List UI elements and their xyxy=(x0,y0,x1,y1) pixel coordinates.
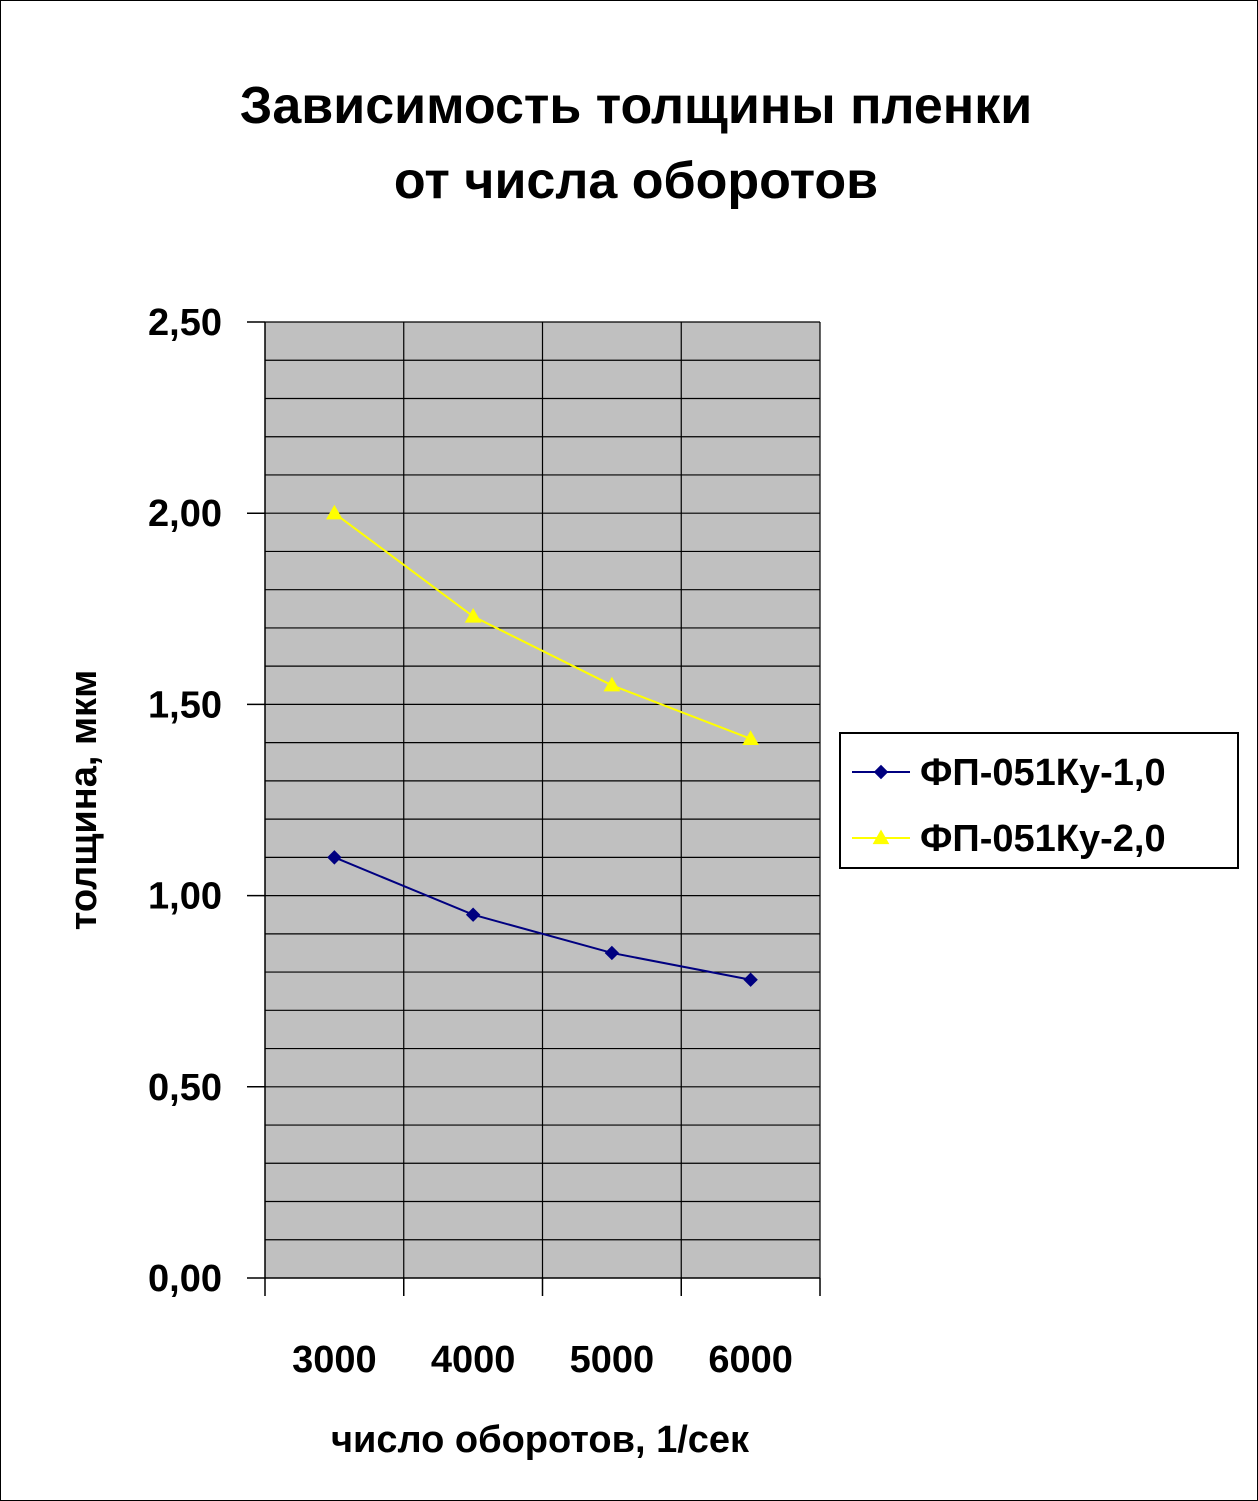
chart-title-line-2: от числа оборотов xyxy=(394,152,878,210)
legend-item-2: ФП-051Ку-2,0 xyxy=(852,818,1166,860)
y-axis-ticks: 0,00 0,50 1,00 1,50 2,00 2,50 xyxy=(148,302,265,1300)
x-tick-label: 3000 xyxy=(292,1339,377,1381)
data-point xyxy=(743,972,758,987)
x-axis-ticks: 3000 4000 5000 6000 xyxy=(264,1278,821,1381)
legend-label: ФП-051Ку-2,0 xyxy=(920,818,1166,860)
y-tick-label: 2,50 xyxy=(148,302,222,344)
series-layer xyxy=(326,504,759,987)
y-axis-title: толщина, мкм xyxy=(63,670,105,930)
data-point xyxy=(604,945,620,961)
legend-label: ФП-051Ку-1,0 xyxy=(920,752,1166,794)
x-tick-label: 5000 xyxy=(570,1339,655,1381)
legend-marker xyxy=(873,764,889,780)
legend-item-1: ФП-051Ку-1,0 xyxy=(852,752,1166,794)
y-tick-label: 1,50 xyxy=(148,684,222,726)
chart-title-line-1: Зависимость толщины пленки xyxy=(240,77,1032,135)
plot-area xyxy=(264,321,821,1279)
legend-marker xyxy=(872,829,890,845)
x-axis-title: число оборотов, 1/сек xyxy=(331,1419,750,1461)
y-tick-label: 1,00 xyxy=(148,876,222,918)
y-tick-label: 0,00 xyxy=(148,1258,222,1300)
series-1 xyxy=(327,850,758,987)
data-point xyxy=(327,850,342,865)
x-tick-label: 6000 xyxy=(708,1339,793,1381)
legend: ФП-051Ку-1,0 ФП-051Ку-2,0 xyxy=(839,732,1239,869)
x-tick-label: 4000 xyxy=(431,1339,516,1381)
legend-box xyxy=(839,732,1239,869)
data-point xyxy=(326,504,343,520)
data-point xyxy=(603,676,621,692)
y-tick-label: 0,50 xyxy=(148,1067,222,1109)
data-point xyxy=(742,730,759,745)
y-tick-label: 2,00 xyxy=(148,493,222,535)
data-point xyxy=(465,907,481,922)
data-point xyxy=(464,607,482,623)
series-2 xyxy=(326,504,759,745)
series-line xyxy=(333,512,751,740)
series-line xyxy=(333,856,751,981)
